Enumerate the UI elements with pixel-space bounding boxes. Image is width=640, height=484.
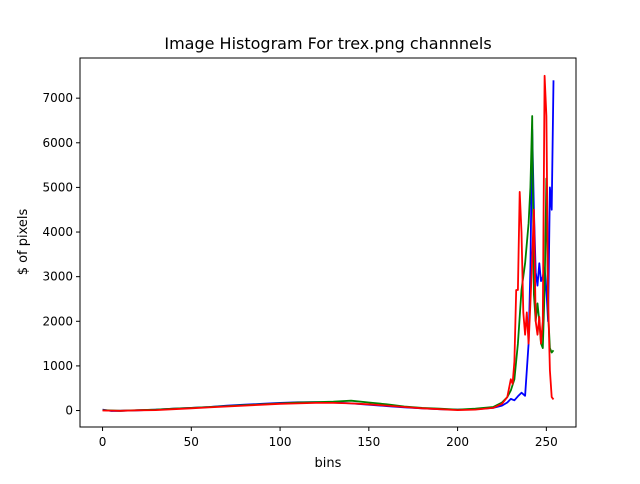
x-tick-label: 50 <box>184 435 199 449</box>
x-tick-label: 200 <box>446 435 469 449</box>
x-axis-label: bins <box>315 456 342 471</box>
y-tick-label: 0 <box>65 404 73 418</box>
series-line-3 <box>102 74 555 412</box>
y-axis-label: $ of pixels <box>16 208 31 275</box>
chart-title: Image Histogram For trex.png channnels <box>164 34 491 53</box>
y-axis-ticks: 0 1000 2000 3000 4000 5000 6000 7000 <box>42 91 80 418</box>
x-tick-label: 100 <box>269 435 292 449</box>
y-tick-label: 4000 <box>42 225 73 239</box>
x-axis-ticks: 0 50 100 150 200 250 <box>99 427 558 449</box>
y-tick-label: 7000 <box>42 91 73 105</box>
x-tick-label: 150 <box>357 435 380 449</box>
y-tick-label: 5000 <box>42 180 73 194</box>
plot-frame <box>79 57 577 428</box>
y-tick-label: 1000 <box>42 359 73 373</box>
y-tick-label: 2000 <box>42 314 73 328</box>
series-lines <box>102 74 555 412</box>
y-tick-label: 6000 <box>42 136 73 150</box>
x-tick-label: 250 <box>535 435 558 449</box>
x-tick-label: 0 <box>99 435 107 449</box>
y-tick-label: 3000 <box>42 270 73 284</box>
